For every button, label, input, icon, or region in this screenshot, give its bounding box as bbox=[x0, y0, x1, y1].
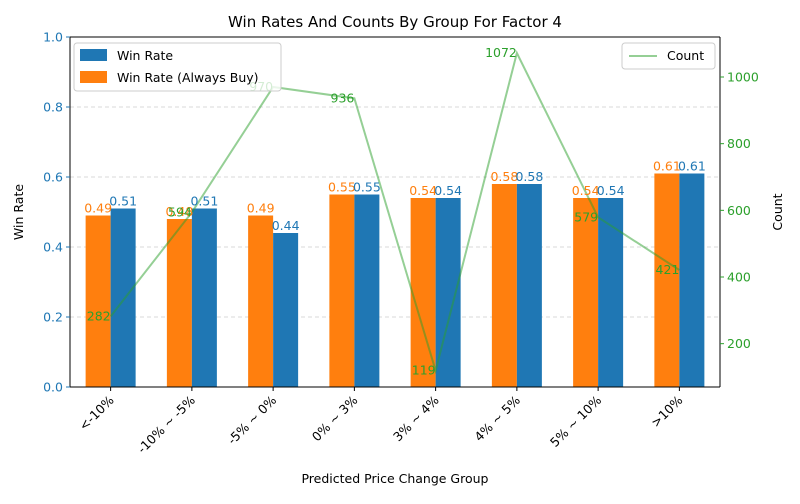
bar-win-rate bbox=[191, 208, 217, 387]
y2-axis-label: Count bbox=[770, 193, 785, 230]
x-tick-label: -5% ~ 0% bbox=[224, 392, 279, 447]
bar-always-buy bbox=[491, 184, 517, 387]
legend-label-always-buy: Win Rate (Always Buy) bbox=[117, 70, 259, 85]
legend-swatch-win-rate bbox=[80, 49, 107, 61]
bar-label-always-buy: 0.54 bbox=[409, 183, 437, 198]
bar-label-win-rate: 0.61 bbox=[678, 159, 706, 174]
bar-always-buy bbox=[166, 219, 192, 387]
bar-label-always-buy: 0.48 bbox=[165, 204, 193, 219]
y2-tick-label: 200 bbox=[727, 336, 751, 351]
bar-always-buy bbox=[573, 198, 599, 387]
x-tick-label: 0% ~ 3% bbox=[309, 392, 361, 444]
count-label: 282 bbox=[87, 308, 111, 323]
x-axis-label: Predicted Price Change Group bbox=[301, 471, 488, 486]
legend-label-count: Count bbox=[667, 48, 704, 63]
bar-always-buy bbox=[654, 173, 680, 387]
x-tick-label: <-10% bbox=[76, 392, 117, 433]
count-label: 594 bbox=[168, 204, 192, 219]
bar-label-win-rate: 0.58 bbox=[515, 169, 543, 184]
bar-label-win-rate: 0.54 bbox=[597, 183, 625, 198]
y-axis-label: Win Rate bbox=[11, 184, 26, 240]
x-tick-label: >10% bbox=[648, 392, 686, 430]
count-label: 421 bbox=[656, 262, 680, 277]
bar-label-win-rate: 0.51 bbox=[109, 194, 137, 209]
y-tick-label: 0.0 bbox=[43, 380, 63, 395]
bar-win-rate bbox=[273, 233, 299, 387]
y-tick-label: 1.0 bbox=[43, 30, 63, 45]
bar-label-always-buy: 0.49 bbox=[84, 201, 112, 216]
bar-label-always-buy: 0.54 bbox=[572, 183, 600, 198]
y-tick-label: 0.8 bbox=[43, 100, 63, 115]
bar-label-win-rate: 0.54 bbox=[434, 183, 462, 198]
bar-win-rate bbox=[598, 198, 624, 387]
bar-label-always-buy: 0.58 bbox=[490, 169, 518, 184]
x-tick-label: -10% ~ -5% bbox=[134, 392, 198, 456]
x-tick-label: 4% ~ 5% bbox=[471, 392, 523, 444]
legend-box-right bbox=[621, 42, 716, 70]
y2-tick-label: 1000 bbox=[727, 70, 759, 85]
bar-label-win-rate: 0.55 bbox=[353, 180, 381, 195]
x-tick-label: 3% ~ 4% bbox=[390, 392, 442, 444]
legend-label-win-rate: Win Rate bbox=[117, 48, 173, 63]
bar-label-always-buy: 0.49 bbox=[247, 201, 275, 216]
bar-label-always-buy: 0.55 bbox=[328, 180, 356, 195]
y2-tick-label: 400 bbox=[727, 270, 751, 285]
y2-tick-label: 600 bbox=[727, 203, 751, 218]
bar-always-buy bbox=[85, 215, 111, 387]
count-line bbox=[109, 50, 680, 375]
bar-win-rate bbox=[516, 184, 542, 387]
x-tick-label: 5% ~ 10% bbox=[547, 392, 604, 449]
count-label: 1072 bbox=[485, 45, 517, 60]
y2-tick-label: 800 bbox=[727, 136, 751, 151]
bar-label-always-buy: 0.61 bbox=[653, 159, 681, 174]
legend-box-left bbox=[73, 42, 282, 92]
y-tick-label: 0.4 bbox=[43, 240, 63, 255]
count-label: 119 bbox=[412, 363, 436, 378]
bar-win-rate bbox=[679, 173, 705, 387]
bar-win-rate bbox=[110, 208, 136, 387]
legend-swatch-always-buy bbox=[80, 71, 107, 83]
y-tick-label: 0.2 bbox=[43, 310, 63, 325]
bar-label-win-rate: 0.51 bbox=[190, 194, 218, 209]
count-label: 579 bbox=[574, 209, 598, 224]
y-tick-label: 0.6 bbox=[43, 170, 63, 185]
bar-win-rate bbox=[354, 194, 380, 387]
chart-title: Win Rates And Counts By Group For Factor… bbox=[228, 13, 562, 31]
count-label: 936 bbox=[331, 90, 355, 105]
bar-label-win-rate: 0.44 bbox=[272, 218, 300, 233]
bar-always-buy bbox=[329, 194, 355, 387]
bar-always-buy bbox=[248, 215, 274, 387]
